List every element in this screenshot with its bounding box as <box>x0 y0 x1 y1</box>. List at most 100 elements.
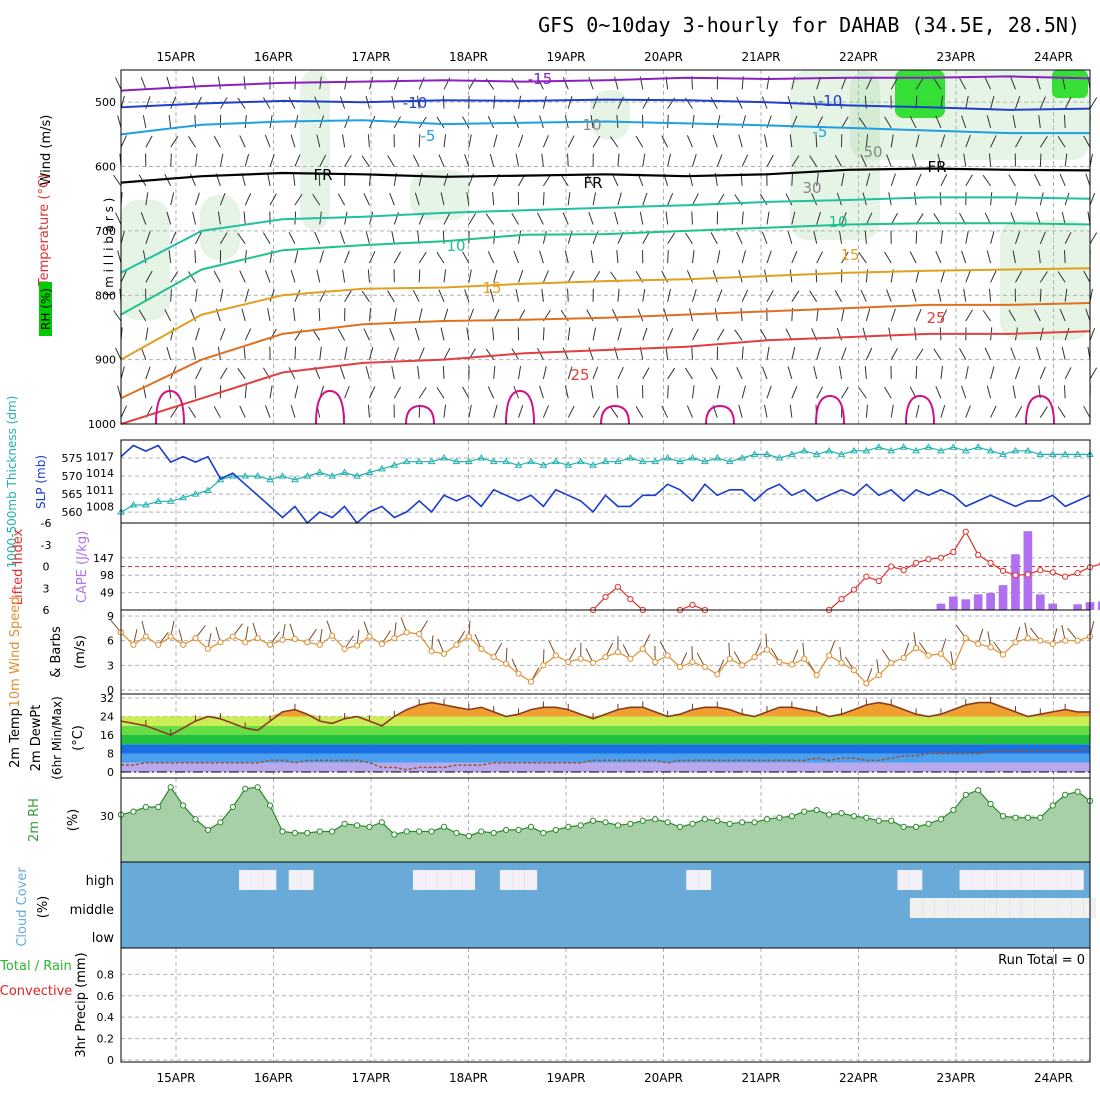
data-point <box>155 803 162 811</box>
wind-barb <box>288 96 296 109</box>
clear-sky-cell <box>1021 870 1035 890</box>
data-point <box>701 663 708 671</box>
wind-barb <box>493 404 498 418</box>
wind-barb <box>592 192 597 206</box>
data-point <box>999 567 1007 574</box>
wind-barb <box>982 174 992 187</box>
wind-barb <box>667 328 674 341</box>
data-point <box>154 497 163 504</box>
data-point <box>378 464 386 472</box>
slp-tick: 1008 <box>86 500 114 513</box>
wind-barb <box>145 327 149 341</box>
wind-barb <box>288 367 296 380</box>
wind-barb <box>834 154 842 167</box>
data-point <box>1011 446 1020 454</box>
data-point <box>552 826 559 834</box>
data-point <box>602 654 609 661</box>
cape-bar <box>961 599 971 610</box>
data-point <box>589 659 597 666</box>
wind-barb <box>1015 135 1023 148</box>
data-point <box>912 559 920 566</box>
wind-barb <box>562 77 569 90</box>
wind-barb <box>963 153 967 167</box>
wind-barb <box>915 78 924 90</box>
data-point <box>937 554 945 561</box>
data-point <box>1012 814 1019 821</box>
wind-barb <box>493 95 496 109</box>
wind-barb <box>684 232 693 245</box>
wind-barb <box>1085 308 1091 322</box>
wind-barb <box>1083 270 1091 283</box>
wind-barb <box>1039 136 1048 148</box>
wind-barb <box>562 212 569 225</box>
run-total-label: Run Total = 0 <box>998 953 1085 968</box>
wind-barb <box>791 346 796 360</box>
wind-barb <box>542 135 549 148</box>
wind-barb <box>738 134 743 148</box>
data-point <box>403 828 410 835</box>
wind-barb <box>642 232 650 245</box>
wind-barb <box>935 386 942 399</box>
data-point <box>813 672 820 679</box>
rh-legend-swatch <box>39 282 52 336</box>
wind-barb <box>986 250 992 264</box>
data-point <box>887 446 896 454</box>
wind-barb <box>294 385 299 399</box>
data-point <box>1036 450 1045 457</box>
wind-barb <box>1033 309 1041 322</box>
wind-barb <box>170 153 172 167</box>
wind-barb <box>1039 366 1046 380</box>
data-point <box>862 446 871 454</box>
wind-barb <box>890 212 898 225</box>
wind-barb <box>319 346 322 360</box>
data-point <box>838 659 845 666</box>
wind-barb <box>940 134 946 148</box>
wind-barb <box>1089 97 1098 109</box>
temp-above-24-fill <box>121 702 1090 717</box>
data-point <box>676 823 684 830</box>
wind-barb <box>464 154 470 167</box>
clear-sky-cell <box>909 898 923 918</box>
wind-barb <box>839 230 843 244</box>
wind-barb <box>933 78 942 90</box>
wind-barb <box>884 386 892 399</box>
wind-barb <box>1036 347 1041 360</box>
wind-barb <box>1036 76 1041 90</box>
wind-barb <box>1012 250 1016 264</box>
pressure-tick: 1000 <box>88 418 116 431</box>
warm-cell-contour <box>1025 394 1055 425</box>
clear-sky-cell <box>425 870 438 890</box>
wind-barb <box>716 154 723 167</box>
wind-barb <box>542 231 547 244</box>
data-point <box>440 650 448 657</box>
wind-barb <box>1038 114 1041 128</box>
cape-tick: 147 <box>93 552 114 565</box>
data-point <box>601 457 610 465</box>
wind-barb <box>1008 174 1016 187</box>
date-label-bottom: 24APR <box>1034 1071 1073 1085</box>
warm-cell-contour <box>315 389 345 425</box>
wind-barb <box>642 288 646 302</box>
clear-sky-cell <box>1058 898 1072 918</box>
wind-barb <box>368 308 372 322</box>
wind-barb <box>988 288 992 302</box>
precip-label: 3hr Precip (mm) <box>74 952 89 1057</box>
data-point <box>837 450 846 457</box>
data-point <box>1037 567 1044 574</box>
wind-barb <box>716 385 721 399</box>
wind-barb <box>120 405 127 418</box>
wind-barb <box>890 308 896 322</box>
wind-barb <box>217 76 221 90</box>
wind-barb <box>485 213 495 225</box>
wind-barb <box>988 153 992 167</box>
wind-barb <box>787 366 793 380</box>
date-label-top: 19APR <box>546 50 585 64</box>
wind-barb <box>363 193 370 206</box>
pressure-tick: 900 <box>95 354 116 367</box>
temp2m-label: 2m Temp <box>8 708 23 768</box>
data-point <box>763 450 771 457</box>
cloud-layer-tick: middle <box>70 903 114 918</box>
wind-barb <box>915 134 920 148</box>
date-label-top: 24APR <box>1034 50 1073 64</box>
wind-barb <box>414 192 420 206</box>
